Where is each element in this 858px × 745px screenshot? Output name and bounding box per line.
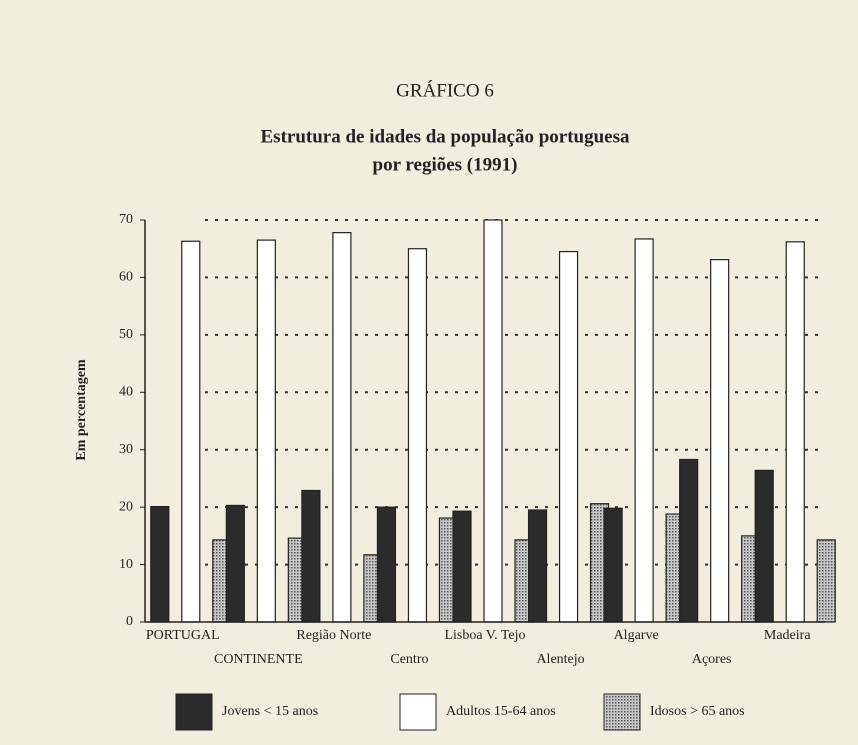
x-tick-label: Alentejo bbox=[536, 652, 584, 667]
legend-swatch bbox=[603, 693, 641, 731]
x-tick-label: Açores bbox=[692, 652, 732, 667]
bar bbox=[558, 250, 579, 623]
y-tick-label: 60 bbox=[119, 270, 133, 285]
y-axis-label: Em percentagem bbox=[74, 359, 89, 461]
legend-swatch bbox=[399, 693, 437, 731]
bar bbox=[483, 219, 503, 623]
x-tick-label: Centro bbox=[390, 652, 428, 667]
y-tick-label: 10 bbox=[119, 557, 133, 572]
bar bbox=[256, 239, 276, 623]
y-tick-label: 50 bbox=[119, 327, 133, 342]
bar bbox=[407, 248, 428, 623]
bar bbox=[754, 469, 774, 623]
chart-label: GRÁFICO 6 bbox=[396, 79, 494, 101]
x-tick-label: Lisboa V. Tejo bbox=[444, 628, 525, 643]
y-tick-label: 70 bbox=[119, 212, 133, 227]
legend-label: Idosos > 65 anos bbox=[650, 704, 745, 719]
bar bbox=[301, 489, 321, 623]
bar bbox=[634, 238, 654, 623]
y-tick-label: 30 bbox=[119, 442, 133, 457]
bar bbox=[376, 506, 397, 623]
legend-label: Adultos 15-64 anos bbox=[446, 704, 556, 719]
bar bbox=[225, 504, 245, 623]
x-tick-label: PORTUGAL bbox=[146, 628, 220, 643]
bar bbox=[710, 259, 730, 623]
bar bbox=[181, 240, 201, 623]
bar bbox=[816, 539, 836, 623]
bar bbox=[452, 510, 472, 623]
bar bbox=[150, 505, 170, 623]
x-tick-label: CONTINENTE bbox=[214, 652, 303, 667]
y-tick-label: 20 bbox=[119, 499, 133, 514]
y-tick-label: 40 bbox=[119, 385, 133, 400]
chart-title: Estrutura de idades da população portugu… bbox=[261, 126, 630, 147]
bar bbox=[527, 509, 548, 623]
x-tick-label: Região Norte bbox=[296, 628, 371, 643]
bar bbox=[603, 507, 623, 623]
bar bbox=[785, 241, 805, 623]
chart-title: por regiões (1991) bbox=[373, 154, 518, 175]
x-tick-label: Algarve bbox=[614, 628, 659, 643]
y-tick-label: 0 bbox=[126, 614, 133, 629]
bar bbox=[679, 458, 699, 623]
legend-swatch bbox=[175, 693, 213, 731]
legend-label: Jovens < 15 anos bbox=[222, 704, 318, 719]
x-tick-label: Madeira bbox=[764, 628, 811, 643]
bar bbox=[332, 232, 352, 623]
